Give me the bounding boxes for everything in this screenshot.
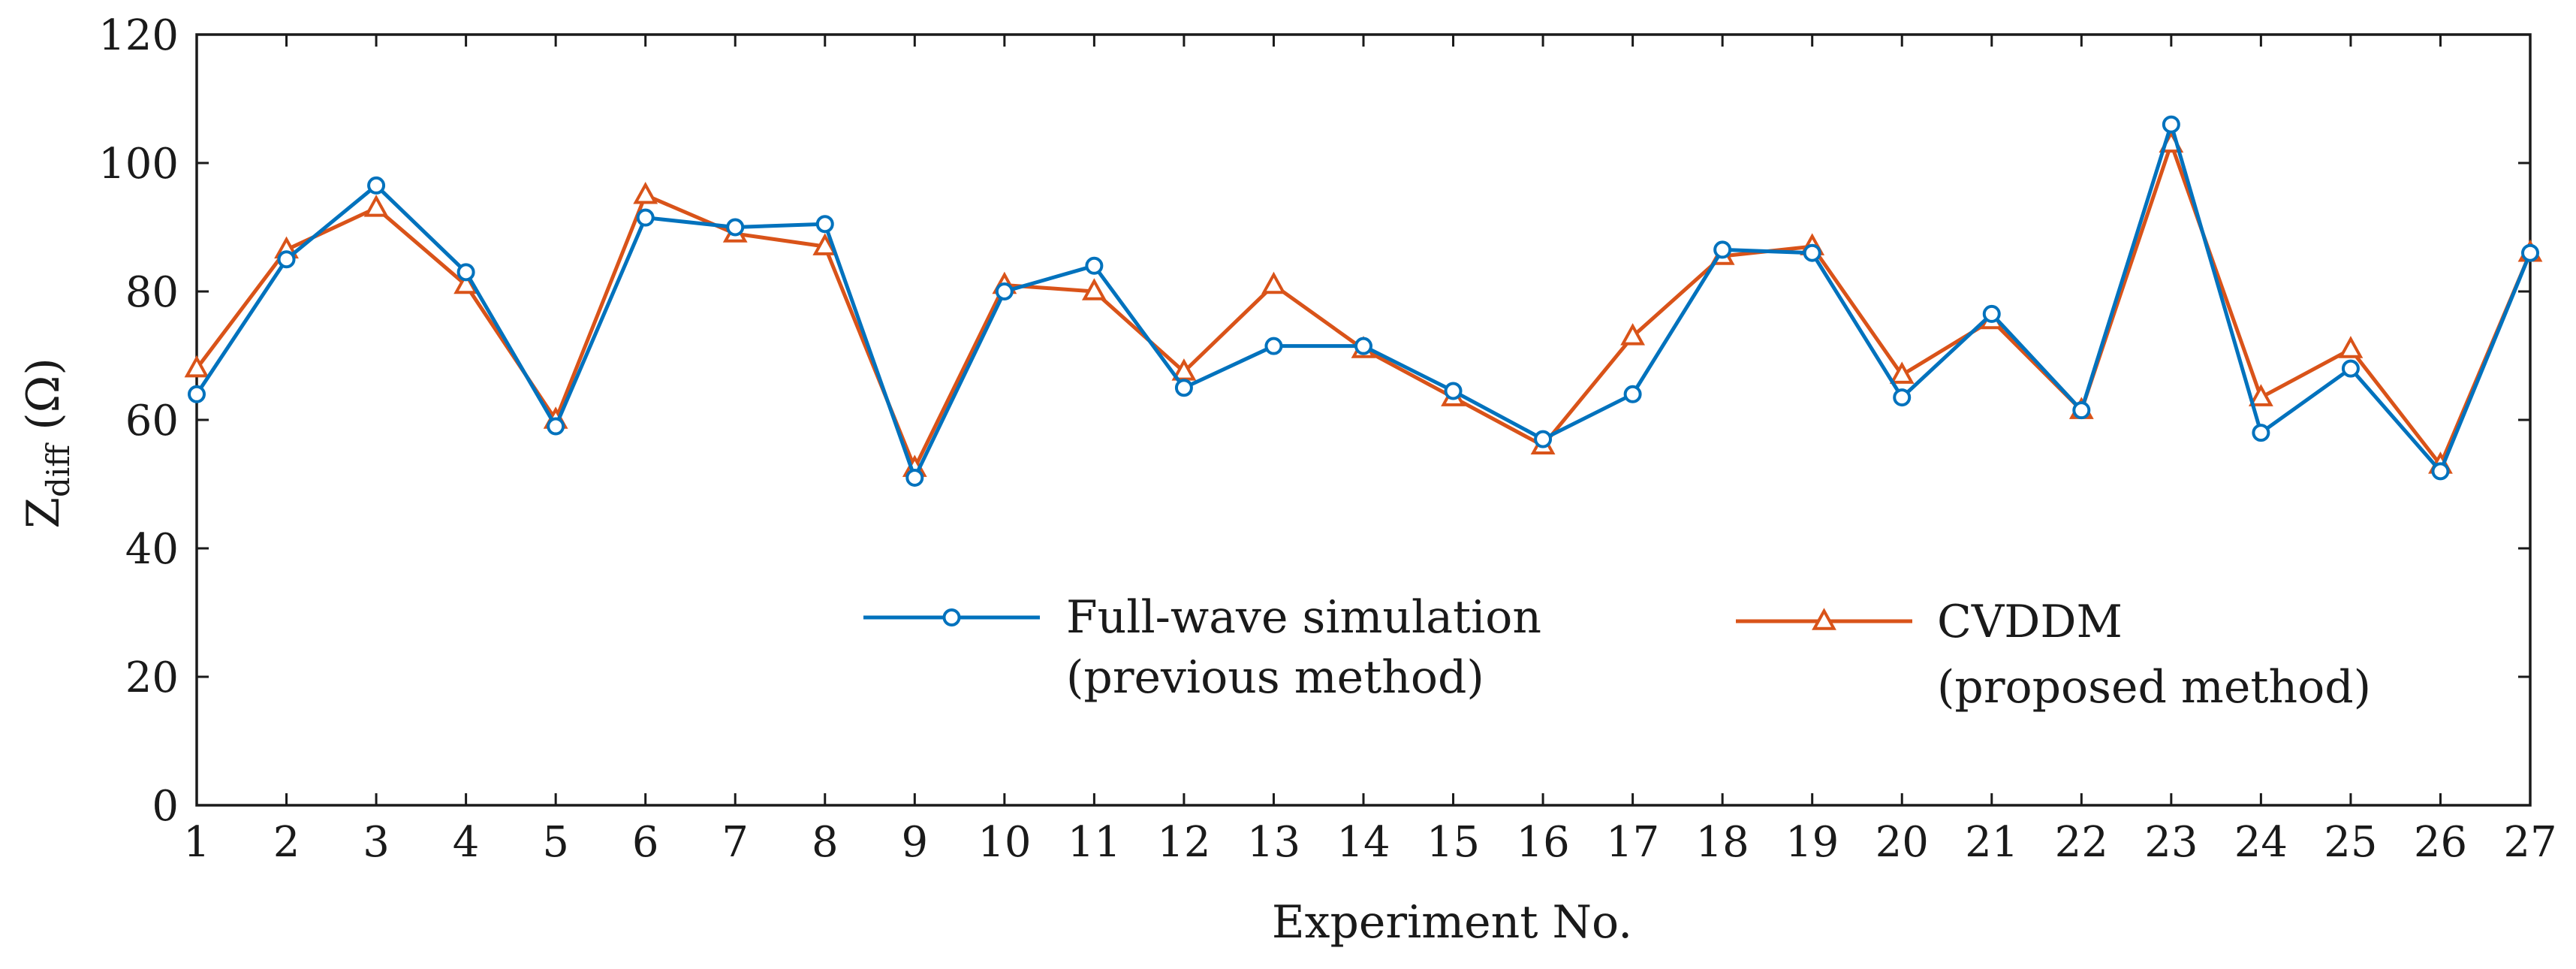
series-2-point [1889,361,1915,384]
series-1-point [367,176,386,195]
x-tick-label: 2 [273,818,300,867]
x-tick-label: 10 [978,818,1031,867]
x-tick-label: 23 [2144,818,2198,867]
series-1 [188,115,2539,487]
x-tick-label: 27 [2503,818,2556,867]
series-1-point [188,385,206,403]
y-axis-title: Zdiff (Ω) [17,358,77,529]
y-tick-label: 60 [125,397,179,445]
series-1-point [1444,382,1463,400]
y-axis-title-unit: (Ω) [17,358,70,445]
series-2-point [1081,278,1107,300]
series-1-point [1623,385,1642,403]
x-tick-label: 3 [363,818,390,867]
series-2-point [812,233,838,255]
y-tick-label: 20 [125,654,179,702]
x-tick-label: 19 [1785,818,1839,867]
series-1-point [726,218,745,237]
series-1-point [456,263,475,282]
x-tick-label: 22 [2055,818,2108,867]
y-axis-title-main: Z [17,497,70,529]
series-1-point [1264,337,1283,355]
legend-entry-2: CVDDM (proposed method) [1736,596,2371,714]
series-2-point [1261,271,1286,294]
x-tick-label: 25 [2324,818,2377,867]
legend-marker [942,608,961,626]
x-tick-label: 13 [1247,818,1300,867]
x-tick-label: 15 [1427,818,1480,867]
x-tick-label: 11 [1068,818,1121,867]
series-1-point [2341,359,2360,378]
x-tick-label: 14 [1336,818,1390,867]
y-tick-label: 120 [98,11,179,60]
series-2-point [1620,323,1646,346]
series-1-point [1534,430,1553,448]
x-tick-label: 4 [453,818,480,867]
x-tick-label: 9 [901,818,928,867]
series-1-point [995,282,1014,300]
series-1-point [905,468,924,487]
legend-entry-1: Full-wave simulation (previous method) [863,591,1541,704]
x-tick-label: 8 [812,818,839,867]
legend-marker [1812,608,1836,630]
x-tick-label: 18 [1696,818,1749,867]
series-1-point [2252,424,2270,442]
series-1-point [2521,243,2539,262]
series-2-point [633,181,658,204]
x-tick-label: 5 [542,818,569,867]
series-2-point [2248,384,2273,406]
series-2-point [363,195,389,217]
x-tick-label: 21 [1965,818,2018,867]
series-1-point [636,208,655,227]
plot-axes: 1 2 3 4 5 6 7 8 9 10 11 12 13 14 15 16 17 18 19 20 21 22 23 24 2… [98,11,2557,867]
series-1-point [815,215,834,234]
y-tick-label: 0 [152,782,179,831]
legend-label-line-1: CVDDM [1937,596,2123,648]
x-tick-label: 20 [1876,818,1929,867]
y-axis-title-subscript: diff [40,442,77,497]
legend: Full-wave simulation (previous method) CVD… [863,591,2371,714]
series-1-point [547,417,565,436]
x-axis-title: Experiment No. [1272,896,1632,949]
x-tick-label: 24 [2234,818,2288,867]
x-tick-label: 6 [632,818,659,867]
series-1-point [277,250,296,269]
series-1-point [2162,115,2180,134]
y-tick-label: 40 [125,525,179,574]
legend-label-line-1: Full-wave simulation [1066,591,1541,644]
series-2-point [2338,336,2364,358]
x-tick-label: 7 [722,818,749,867]
series-1-point [1354,337,1372,355]
series-1-point [1174,379,1193,397]
series-1-point [1085,256,1104,275]
series-2-point [184,355,209,378]
legend-label-line-2: (previous method) [1066,651,1484,704]
x-tick-label: 26 [2414,818,2467,867]
x-tick-label: 16 [1516,818,1569,867]
series-1-point [1803,243,1821,262]
legend-label-line-2: (proposed method) [1937,661,2371,714]
series-1-point [1982,304,2001,323]
x-tick-label: 1 [183,818,210,867]
series-2-line [195,141,2532,470]
x-tick-label: 17 [1606,818,1659,867]
series-1-point [2072,401,2091,420]
y-tick-label: 80 [125,268,179,317]
data-series [184,115,2543,487]
series-1-point [2431,462,2450,481]
series-1-point [1713,240,1732,259]
x-tick-label: 12 [1157,818,1210,867]
series-1-point [1893,388,1912,407]
y-tick-label: 100 [98,140,179,189]
